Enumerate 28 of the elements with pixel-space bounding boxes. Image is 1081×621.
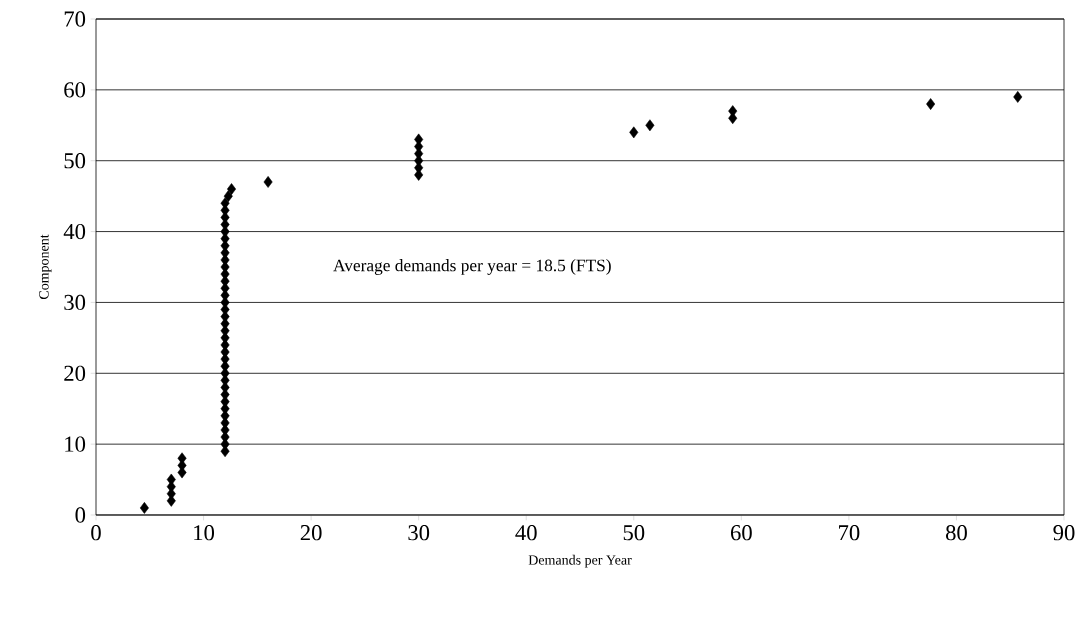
x-tick-label: 70: [839, 525, 860, 541]
x-tick-label: 50: [623, 525, 645, 541]
x-tick-label: 10: [194, 525, 215, 541]
point: [645, 119, 655, 132]
point: [629, 126, 639, 139]
y-tick-label: 20: [64, 365, 86, 381]
x-tick-label: 80: [945, 525, 967, 541]
x-tick-label: 90: [1053, 525, 1075, 541]
annotation: Average demands per year = 18.5 (FTS): [333, 259, 611, 275]
x-tick-label: 0: [91, 525, 101, 541]
y-tick-label: 70: [64, 11, 86, 27]
y-tick-label: 30: [64, 294, 86, 311]
y-tick-label: 0: [75, 507, 86, 523]
y-axis-title: Component: [39, 234, 52, 300]
x-tick-label: 60: [730, 525, 752, 541]
x-tick-label: 20: [300, 525, 322, 541]
x-axis-title: Demands per Year: [528, 554, 632, 568]
point: [263, 176, 273, 188]
y-tick-label: 60: [64, 82, 86, 98]
point: [139, 502, 149, 514]
point: [926, 98, 936, 110]
y-tick-label: 40: [63, 223, 86, 240]
point: [227, 183, 236, 195]
y-tick-label: 50: [64, 153, 86, 169]
x-tick-label: 40: [515, 525, 537, 541]
x-tick-label: 30: [408, 525, 430, 541]
point: [1013, 91, 1023, 103]
y-tick-label: 10: [65, 436, 86, 452]
